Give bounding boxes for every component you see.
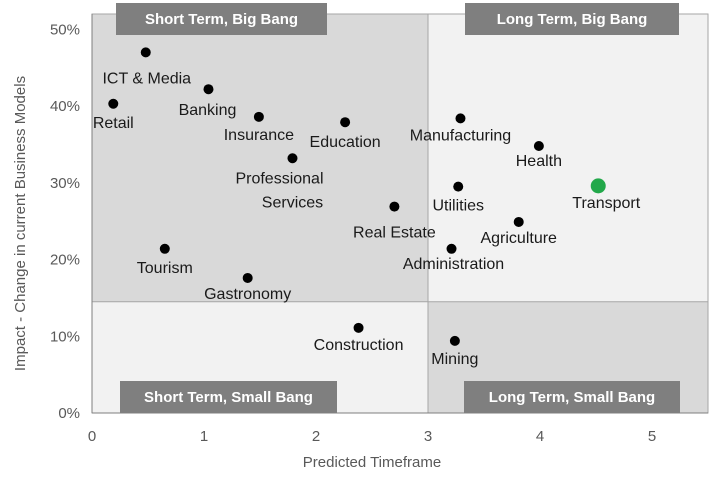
data-label: Real Estate [353, 225, 436, 242]
data-point-agriculture [513, 216, 524, 227]
quadrant-top-right [428, 14, 708, 302]
data-point-utilities [453, 181, 464, 192]
data-point-real-estate [389, 201, 400, 212]
y-tick-label: 30% [50, 175, 80, 192]
quadrant-top-left [92, 14, 428, 302]
data-label: Professional [235, 170, 323, 187]
data-point-administration [446, 243, 457, 254]
data-label: Insurance [224, 127, 294, 144]
data-label: Education [310, 134, 381, 151]
data-point-education [340, 117, 351, 128]
quadrant-label-box-top-left [116, 3, 327, 35]
y-tick-label: 10% [50, 328, 80, 345]
data-point-gastronomy [242, 272, 253, 283]
x-tick-label: 4 [536, 428, 544, 445]
data-label: Mining [431, 351, 478, 368]
data-point-banking [203, 84, 214, 95]
y-tick-label: 20% [50, 252, 80, 269]
quadrant-label-top-right: Long Term, Big Bang [497, 11, 648, 28]
quadrant-label-box-bottom-right [464, 381, 680, 413]
data-point-tourism [159, 243, 170, 254]
quadrant-label-box-top-right [465, 3, 679, 35]
x-tick-label: 1 [200, 428, 208, 445]
y-tick-label: 50% [50, 21, 80, 38]
data-label: Health [516, 153, 562, 170]
x-tick-label: 5 [648, 428, 656, 445]
y-tick-label: 40% [50, 98, 80, 115]
data-label: Tourism [137, 260, 193, 277]
data-point-health [533, 140, 544, 151]
data-point-construction [353, 322, 364, 333]
data-label: ICT & Media [102, 70, 191, 87]
data-point-mining [449, 335, 460, 346]
data-label: Manufacturing [410, 127, 511, 144]
quadrant-label-bottom-left: Short Term, Small Bang [144, 389, 313, 406]
data-point-manufacturing [455, 113, 466, 124]
quadrant-label-box-bottom-left [120, 381, 337, 413]
data-label: Transport [572, 195, 640, 212]
x-tick-label: 2 [312, 428, 320, 445]
y-tick-label: 0% [58, 405, 80, 422]
x-tick-label: 0 [88, 428, 96, 445]
data-label: Construction [314, 337, 404, 354]
data-label: Agriculture [480, 230, 557, 247]
data-point-ict-media [140, 47, 151, 58]
data-point-professional-services [287, 153, 298, 164]
data-label: Banking [179, 102, 237, 119]
x-axis-title: Predicted Timeframe [303, 454, 441, 471]
data-label: Services [262, 194, 323, 211]
data-point-insurance [253, 111, 264, 122]
y-axis-title: Impact - Change in current Business Mode… [12, 76, 29, 371]
data-label: Utilities [432, 198, 484, 215]
data-label: Administration [403, 256, 504, 273]
data-point-transport [590, 178, 606, 194]
data-point-retail [108, 98, 119, 109]
data-label: Retail [93, 115, 134, 132]
x-tick-label: 3 [424, 428, 432, 445]
quadrant-label-top-left: Short Term, Big Bang [145, 11, 298, 28]
quadrant-label-bottom-right: Long Term, Small Bang [489, 389, 655, 406]
data-label: Gastronomy [204, 286, 291, 303]
